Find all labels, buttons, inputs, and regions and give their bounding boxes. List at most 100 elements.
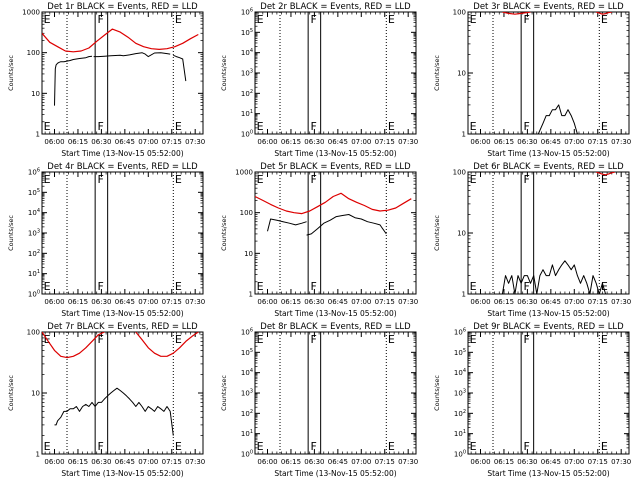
y-axis-label: Counts/sec: [7, 55, 15, 91]
x-tick-label: 06:00: [470, 138, 490, 146]
x-tick-label: 06:00: [470, 298, 490, 306]
x-tick-label: 07:15: [588, 138, 608, 146]
flag-bottom-e: E: [44, 120, 51, 133]
x-tick-label: 07:30: [398, 298, 418, 306]
panel-title: Det 3r BLACK = Events, RED = LLD: [473, 2, 624, 12]
flag-top-e: E: [601, 13, 608, 26]
x-tick-label: 07:00: [138, 138, 158, 146]
x-tick-label: 07:30: [611, 138, 631, 146]
flag-bottom-e: E: [44, 440, 51, 453]
x-tick-label: 07:15: [375, 138, 395, 146]
y-tick-label: 103: [454, 389, 466, 398]
flag-top-f: F: [523, 13, 529, 26]
x-tick-label: 07:30: [185, 298, 205, 306]
y-tick-label: 101: [241, 429, 253, 438]
y-tick-label: 101: [28, 269, 40, 278]
series-group: [502, 12, 612, 134]
x-tick-label: 06:15: [494, 298, 514, 306]
flag-bottom-e: E: [388, 280, 395, 293]
x-tick-label: 06:00: [470, 458, 490, 466]
plot-frame: [467, 331, 630, 455]
y-tick-label: 103: [28, 229, 40, 238]
x-tick-label: 07:15: [375, 298, 395, 306]
flag-bottom-e: E: [601, 120, 608, 133]
series-line-lld: [595, 12, 612, 15]
y-tick-label: 102: [454, 409, 466, 418]
x-tick-label: 07:00: [564, 138, 584, 146]
flag-bottom-f: F: [523, 120, 529, 133]
x-tick-label: 06:45: [115, 298, 135, 306]
flag-bottom-f: F: [97, 440, 103, 453]
y-tick-label: 102: [28, 249, 40, 258]
flag-bottom-e: E: [257, 120, 264, 133]
flag-top-e: E: [175, 333, 182, 346]
x-axis-label: Start Time (13-Nov-15 05:52:00): [274, 149, 396, 158]
flag-top-e: E: [470, 173, 477, 186]
y-tick-label: 10: [31, 390, 40, 398]
y-tick-label: 102: [241, 89, 253, 98]
x-tick-label: 06:00: [257, 458, 277, 466]
panel-det-2: Det 2r BLACK = Events, RED = LLD 100 101 10…: [220, 2, 418, 158]
series-line-lld: [595, 172, 616, 176]
plot-frame: [41, 11, 204, 135]
series-line-events: [306, 214, 387, 236]
y-tick-label: 104: [28, 208, 40, 217]
series-group: [501, 172, 616, 294]
panel-title: Det 2r BLACK = Events, RED = LLD: [260, 2, 411, 12]
flag-top-f: F: [97, 173, 103, 186]
x-tick-label: 06:30: [304, 138, 324, 146]
x-tick-label: 06:30: [517, 298, 537, 306]
flag-top-e: E: [601, 333, 608, 346]
x-axis-label: Start Time (13-Nov-15 05:52:00): [274, 469, 396, 478]
series-line-events: [267, 218, 307, 232]
flag-top-f: F: [523, 173, 529, 186]
flag-top-e: E: [601, 173, 608, 186]
y-tick-label: 103: [241, 389, 253, 398]
y-tick-label: 100: [453, 9, 466, 17]
panel-title: Det 8r BLACK = Events, RED = LLD: [260, 322, 411, 332]
series-line-lld: [42, 28, 199, 53]
panel-title: Det 4r BLACK = Events, RED = LLD: [47, 162, 198, 172]
y-axis-label: Counts/sec: [433, 55, 441, 91]
flag-bottom-e: E: [388, 440, 395, 453]
y-tick-label: 10: [31, 90, 40, 98]
y-axis-label: Counts/sec: [220, 375, 228, 411]
y-tick-label: 100: [241, 450, 253, 459]
y-tick-label: 100: [240, 209, 253, 217]
x-axis-label: Start Time (13-Nov-15 05:52:00): [487, 469, 609, 478]
flag-bottom-f: F: [523, 440, 529, 453]
panel-title: Det 5r BLACK = Events, RED = LLD: [260, 162, 411, 172]
x-tick-label: 06:45: [115, 458, 135, 466]
series-line-events: [501, 260, 607, 294]
x-axis-label: Start Time (13-Nov-15 05:52:00): [61, 149, 183, 158]
series-line-lld: [255, 192, 412, 215]
x-tick-label: 07:00: [138, 298, 158, 306]
x-tick-label: 06:45: [541, 138, 561, 146]
series-line-lld: [135, 332, 199, 357]
flag-top-e: E: [470, 13, 477, 26]
y-tick-label: 103: [241, 69, 253, 78]
y-tick-label: 102: [241, 409, 253, 418]
y-tick-label: 106: [28, 168, 40, 177]
flag-bottom-f: F: [310, 120, 316, 133]
series-group: [42, 28, 199, 106]
x-tick-label: 06:30: [91, 138, 111, 146]
y-tick-label: 106: [454, 328, 466, 337]
flag-top-e: E: [257, 13, 264, 26]
y-tick-label: 104: [241, 368, 253, 377]
y-axis-label: Counts/sec: [433, 375, 441, 411]
y-tick-label: 10: [244, 250, 253, 258]
y-tick-label: 100: [28, 290, 40, 299]
x-tick-label: 07:15: [588, 298, 608, 306]
flag-bottom-e: E: [257, 280, 264, 293]
y-tick-label: 10: [457, 70, 466, 78]
y-axis-label: Counts/sec: [7, 375, 15, 411]
flag-top-f: F: [310, 333, 316, 346]
series-line-lld: [502, 12, 531, 15]
panel-det-5: Det 5r BLACK = Events, RED = LLD 1 10 100 10…: [220, 162, 418, 318]
x-tick-label: 06:30: [91, 298, 111, 306]
y-tick-label: 1: [462, 291, 466, 299]
y-tick-label: 106: [241, 8, 253, 17]
flag-bottom-e: E: [175, 280, 182, 293]
